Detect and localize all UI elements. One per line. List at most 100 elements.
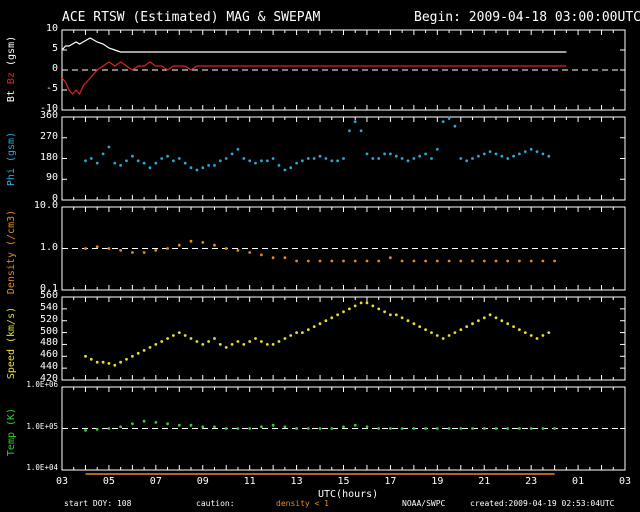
data-point [95, 360, 99, 364]
y-tick-label: 440 [39, 361, 58, 373]
data-point [394, 313, 398, 317]
x-tick-label: 03 [618, 476, 632, 487]
data-point [95, 428, 99, 431]
data-point [119, 425, 122, 429]
data-point [84, 247, 87, 250]
x-axis-label: UTC(hours) [318, 489, 379, 500]
x-tick-label: 21 [478, 476, 491, 487]
data-point [271, 157, 275, 160]
data-point [518, 152, 521, 156]
data-point [248, 251, 252, 254]
data-point [95, 245, 99, 249]
data-point [183, 161, 187, 165]
data-point [224, 427, 228, 430]
data-point [418, 325, 422, 328]
y-tick-label: 460 [39, 349, 58, 361]
data-point [506, 157, 510, 160]
data-point [412, 322, 416, 326]
data-point [242, 157, 246, 160]
data-point [389, 427, 392, 430]
data-point [447, 259, 451, 263]
data-point [353, 304, 357, 308]
data-point [377, 259, 381, 263]
data-point [400, 259, 404, 263]
data-point [172, 159, 175, 163]
data-point [131, 354, 134, 358]
data-point [236, 427, 240, 430]
data-point [447, 427, 451, 430]
data-point [271, 256, 275, 260]
data-point [500, 154, 504, 158]
data-point [459, 157, 463, 160]
data-point [160, 157, 164, 160]
x-tick-label: 05 [102, 476, 115, 487]
data-point [482, 316, 486, 320]
data-point [119, 360, 122, 364]
data-point [465, 159, 469, 163]
data-point [488, 313, 492, 317]
data-point [113, 161, 117, 165]
data-point [459, 328, 463, 331]
data-point [142, 419, 146, 423]
data-point [424, 427, 427, 430]
data-point [283, 337, 287, 340]
data-point [142, 251, 146, 254]
data-point [148, 166, 152, 170]
y-tick-label: 1.0 [39, 241, 58, 253]
data-point [353, 423, 357, 427]
data-point [441, 337, 445, 340]
data-point [248, 159, 252, 163]
data-point [342, 259, 345, 263]
data-point [195, 168, 199, 172]
data-point [265, 343, 269, 346]
data-point [160, 340, 164, 343]
data-point [142, 161, 146, 165]
data-point [400, 316, 404, 320]
data-point [506, 427, 510, 430]
data-point [324, 319, 328, 323]
data-point [377, 427, 381, 430]
x-tick-label: 01 [572, 476, 585, 487]
data-point [553, 427, 556, 430]
data-point [518, 427, 521, 430]
data-point [271, 343, 275, 346]
data-point [453, 331, 457, 334]
data-point [529, 147, 533, 151]
data-point [523, 150, 527, 154]
data-point [383, 152, 386, 156]
data-point [260, 425, 263, 429]
data-point [218, 159, 222, 163]
data-point [482, 259, 486, 263]
data-point [283, 425, 287, 429]
data-point [553, 259, 556, 263]
data-point [224, 157, 228, 160]
data-point [518, 259, 521, 263]
data-point [471, 157, 474, 160]
data-point [101, 360, 105, 364]
data-point [412, 427, 416, 430]
data-point [295, 427, 298, 430]
data-point [336, 313, 339, 317]
data-point [424, 328, 427, 331]
data-point [447, 334, 451, 337]
data-point [535, 337, 539, 340]
data-point [189, 239, 193, 243]
data-point [177, 243, 181, 247]
footer-caution: caution: [196, 499, 235, 508]
ylabel-temp: Temp (K) [6, 407, 17, 457]
data-point [84, 429, 87, 432]
data-point [306, 328, 310, 331]
data-point [189, 166, 193, 170]
y-tick-label: 480 [39, 337, 58, 349]
data-point [342, 425, 345, 429]
data-point [177, 157, 181, 160]
data-point [330, 259, 334, 263]
data-point [477, 154, 480, 158]
data-point [318, 154, 322, 158]
data-point [213, 425, 216, 429]
data-point [471, 322, 474, 326]
data-point [506, 322, 510, 326]
data-point [207, 340, 211, 343]
data-point [295, 161, 298, 165]
data-point [441, 120, 445, 123]
